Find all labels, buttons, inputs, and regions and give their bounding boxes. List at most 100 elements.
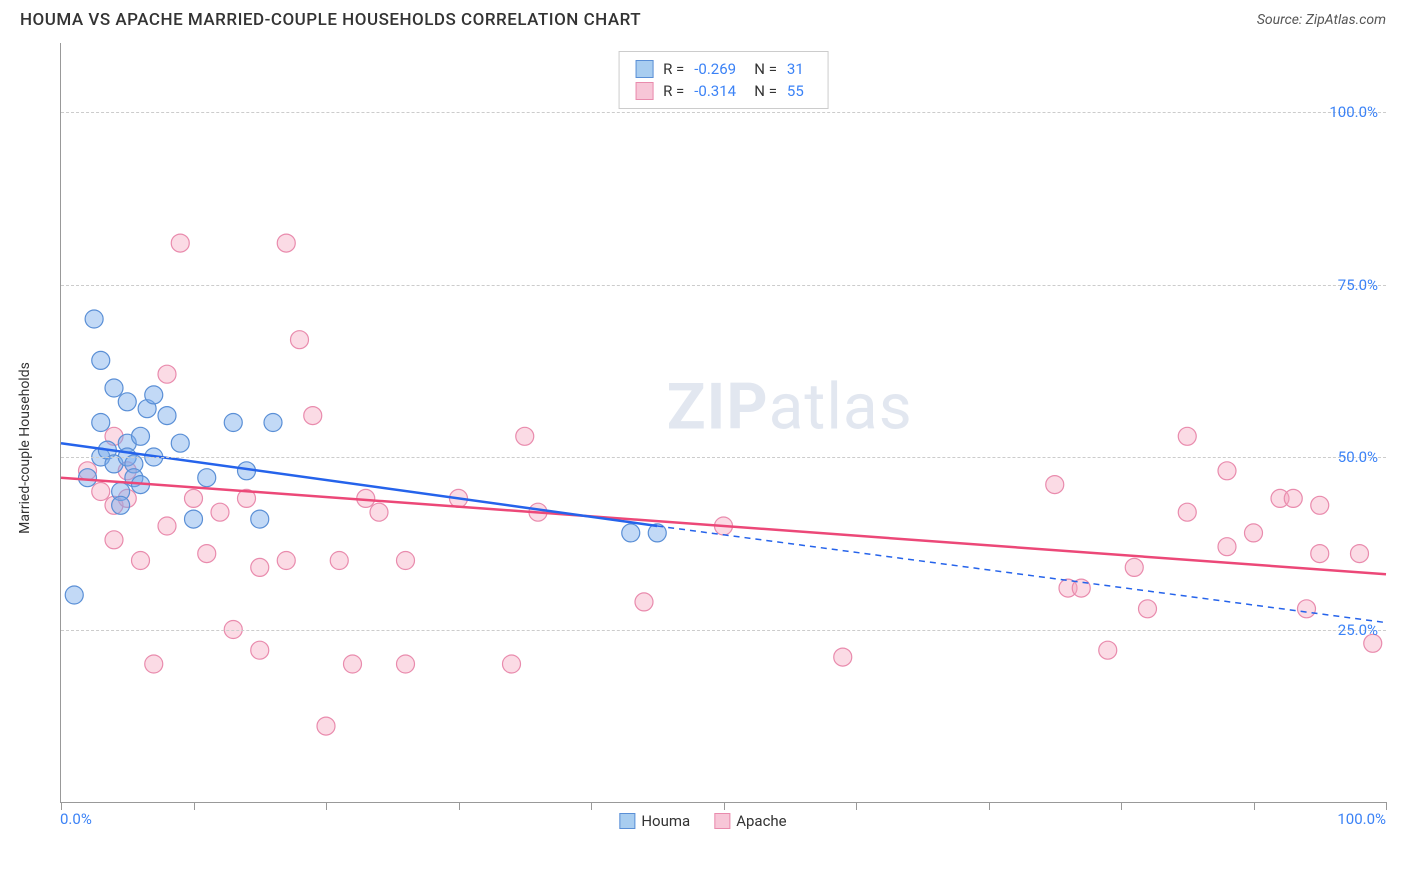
apache-point <box>397 655 415 673</box>
x-tick <box>459 802 460 810</box>
apache-point <box>132 552 150 570</box>
x-tick <box>1121 802 1122 810</box>
x-tick <box>591 802 592 810</box>
legend-label: Apache <box>736 812 786 830</box>
apache-point <box>1218 538 1236 556</box>
apache-point <box>516 427 534 445</box>
x-tick <box>856 802 857 810</box>
houma-point <box>112 496 130 514</box>
apache-point <box>92 483 110 501</box>
x-tick <box>989 802 990 810</box>
apache-point <box>1218 462 1236 480</box>
x-tick <box>194 802 195 810</box>
apache-point <box>1139 600 1157 618</box>
apache-point <box>1099 641 1117 659</box>
houma-point <box>92 351 110 369</box>
gridline <box>61 457 1386 458</box>
houma-point <box>85 310 103 328</box>
stats-row-apache: R = -0.314 N = 55 <box>635 80 812 102</box>
x-axis-min-label: 0.0% <box>60 810 92 828</box>
apache-point <box>1178 503 1196 521</box>
x-tick <box>724 802 725 810</box>
stats-swatch-icon <box>635 60 653 78</box>
apache-point <box>344 655 362 673</box>
source-attribution: Source: ZipAtlas.com <box>1257 12 1386 28</box>
n-value: 31 <box>787 60 812 78</box>
gridline <box>61 112 1386 113</box>
apache-point <box>185 489 203 507</box>
apache-point <box>397 552 415 570</box>
legend-swatch-icon <box>714 813 730 829</box>
x-tick <box>1254 802 1255 810</box>
r-label: R = <box>663 82 684 100</box>
houma-point <box>171 434 189 452</box>
apache-point <box>277 234 295 252</box>
apache-point <box>291 331 309 349</box>
houma-point <box>224 414 242 432</box>
apache-point <box>158 365 176 383</box>
legend-item-houma: Houma <box>619 812 690 830</box>
apache-point <box>1311 496 1329 514</box>
apache-point <box>635 593 653 611</box>
houma-point <box>92 414 110 432</box>
apache-point <box>251 641 269 659</box>
apache-point <box>277 552 295 570</box>
r-value: -0.314 <box>694 82 744 100</box>
apache-point <box>198 545 216 563</box>
chart-container: Married-couple Households ZIPatlas R =-0… <box>10 38 1396 858</box>
gridline <box>61 630 1386 631</box>
houma-point <box>145 386 163 404</box>
y-tick-label: 75.0% <box>1338 276 1378 294</box>
apache-point <box>251 558 269 576</box>
apache-point <box>503 655 521 673</box>
apache-point <box>370 503 388 521</box>
apache-point <box>158 517 176 535</box>
series-legend: Houma Apache <box>619 812 786 830</box>
plot-area: ZIPatlas R =-0.269N =31R =-0.314N =55 25… <box>60 43 1386 803</box>
y-tick-label: 25.0% <box>1338 621 1378 639</box>
apache-point <box>317 717 335 735</box>
legend-label: Houma <box>641 812 690 830</box>
chart-title: HOUMA VS APACHE MARRIED-COUPLE HOUSEHOLD… <box>20 10 641 30</box>
apache-point <box>1245 524 1263 542</box>
apache-point <box>105 531 123 549</box>
apache-point <box>171 234 189 252</box>
r-value: -0.269 <box>694 60 744 78</box>
stats-row-houma: R = -0.269 N = 31 <box>635 58 812 80</box>
chart-header: HOUMA VS APACHE MARRIED-COUPLE HOUSEHOLD… <box>10 10 1396 38</box>
n-label: N = <box>754 82 777 100</box>
x-tick <box>1386 802 1387 810</box>
houma-point <box>65 586 83 604</box>
gridline <box>61 285 1386 286</box>
r-label: R = <box>663 60 684 78</box>
apache-point <box>1125 558 1143 576</box>
legend-swatch-icon <box>619 813 635 829</box>
houma-point <box>79 469 97 487</box>
legend-item-apache: Apache <box>714 812 786 830</box>
n-label: N = <box>754 60 777 78</box>
houma-point <box>198 469 216 487</box>
houma-point <box>264 414 282 432</box>
apache-point <box>1351 545 1369 563</box>
scatter-plot-svg <box>61 43 1386 802</box>
houma-point <box>132 427 150 445</box>
y-tick-label: 100.0% <box>1329 103 1378 121</box>
apache-point <box>1046 476 1064 494</box>
x-tick <box>61 802 62 810</box>
houma-point <box>118 393 136 411</box>
apache-point <box>1298 600 1316 618</box>
n-value: 55 <box>787 82 812 100</box>
apache-point <box>1284 489 1302 507</box>
apache-point <box>145 655 163 673</box>
apache-point <box>304 407 322 425</box>
apache-point <box>834 648 852 666</box>
apache-point <box>1178 427 1196 445</box>
houma-point <box>251 510 269 528</box>
apache-point <box>211 503 229 521</box>
x-axis-max-label: 100.0% <box>1337 810 1386 828</box>
stats-swatch-icon <box>635 82 653 100</box>
x-tick <box>326 802 327 810</box>
houma-trendline-extrapolated <box>657 526 1386 623</box>
y-tick-label: 50.0% <box>1338 448 1378 466</box>
houma-point <box>185 510 203 528</box>
